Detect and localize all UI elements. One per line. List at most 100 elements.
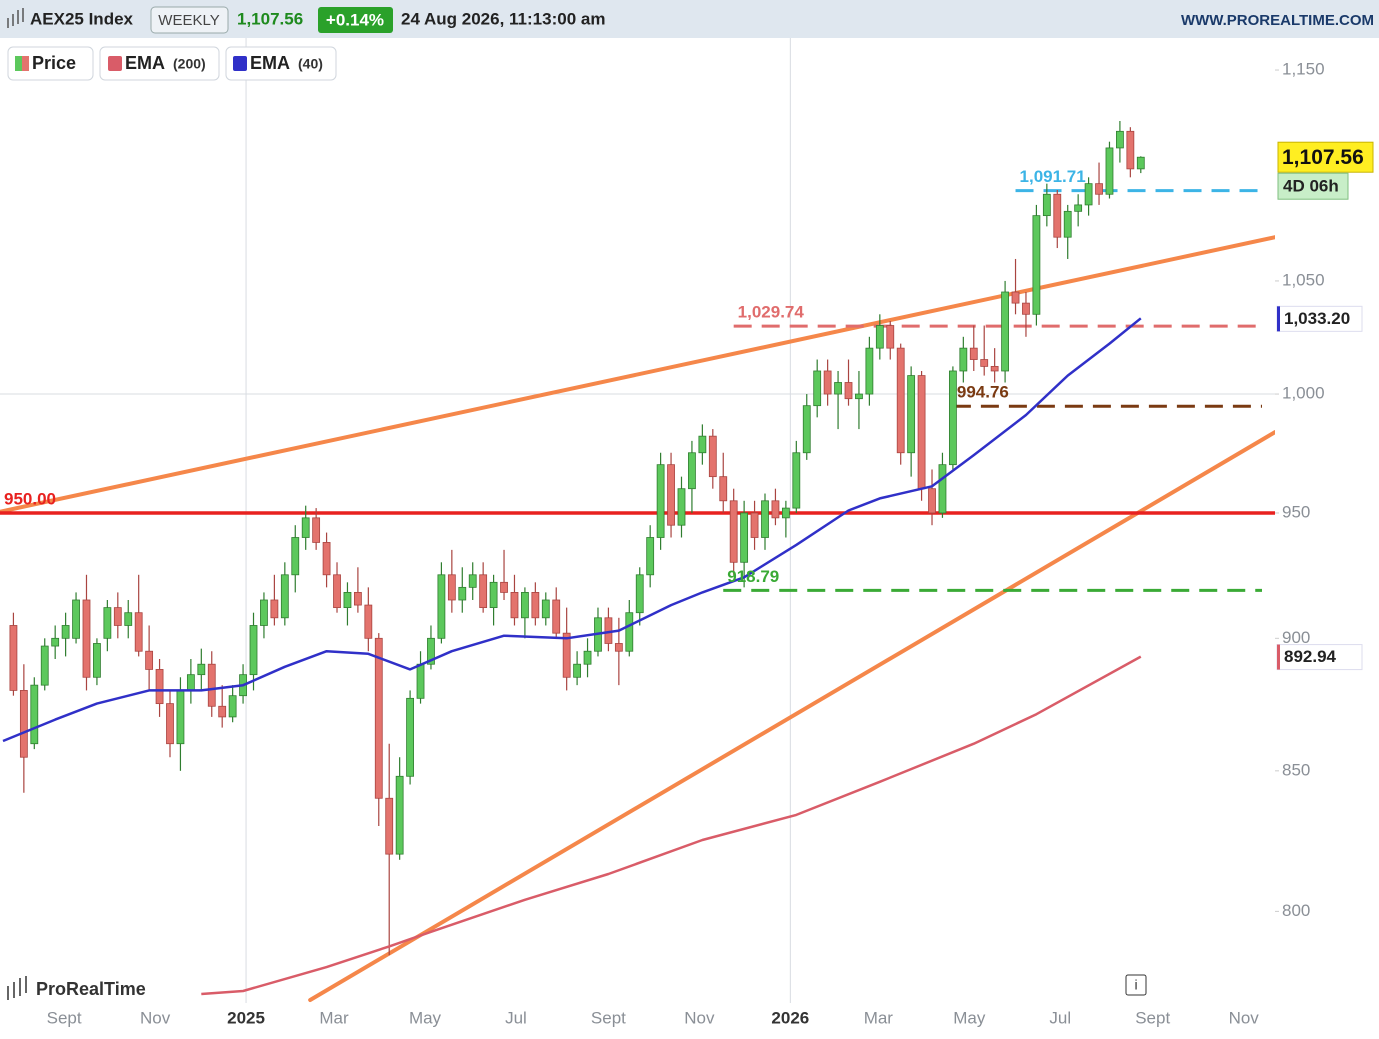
- candle-body: [249, 625, 258, 676]
- last-price-label: 1,107.56: [1282, 146, 1364, 169]
- ema-badge-label: 892.94: [1284, 647, 1337, 666]
- candle-body: [562, 632, 571, 678]
- candle-body: [1011, 291, 1020, 304]
- candle-body: [343, 592, 352, 609]
- candle-body: [333, 574, 341, 609]
- level-label: 1,091.71: [1020, 167, 1086, 186]
- datetime: 24 Aug 2026, 11:13:00 am: [401, 9, 605, 28]
- ema-badge-edge: [1277, 306, 1280, 332]
- candle-body: [1032, 215, 1041, 315]
- x-tick-label: May: [409, 1008, 442, 1027]
- candle-body: [614, 643, 623, 652]
- candle-body: [834, 382, 842, 395]
- candle-body: [479, 574, 488, 609]
- legend-label: EMA: [250, 53, 290, 73]
- candle-body: [886, 325, 895, 349]
- candle-body: [813, 370, 822, 407]
- candle-body: [646, 537, 655, 576]
- candle-body: [134, 612, 143, 652]
- candle-body: [521, 592, 529, 619]
- candle-body: [1116, 130, 1124, 149]
- candle-body: [40, 645, 49, 686]
- legend-item-box[interactable]: [7, 46, 94, 81]
- candle-body: [406, 697, 414, 777]
- candle-body: [19, 690, 28, 758]
- legend-item-box[interactable]: [99, 46, 220, 81]
- candle-body: [124, 612, 133, 626]
- candle-body: [9, 625, 18, 691]
- candle-body: [740, 512, 749, 563]
- candle-body: [291, 537, 300, 576]
- candle-body: [656, 464, 665, 538]
- source: WWW.PROREALTIME.COM: [1181, 12, 1374, 29]
- change: +0.14%: [326, 10, 384, 29]
- candle-body: [948, 370, 957, 466]
- candle-body: [625, 612, 634, 652]
- candle-body: [1063, 210, 1072, 238]
- y-tick-label: 1,000: [1282, 384, 1325, 403]
- candle-body: [1105, 147, 1114, 195]
- candle-body: [312, 517, 321, 543]
- candle-body: [896, 347, 905, 454]
- candle-body: [301, 517, 310, 538]
- x-tick-label: Nov: [1229, 1008, 1260, 1027]
- x-tick-label: May: [953, 1008, 986, 1027]
- x-tick-label: Sept: [591, 1008, 626, 1027]
- ema-badge-label: 1,033.20: [1284, 309, 1350, 328]
- legend-label: Price: [32, 53, 76, 73]
- candle-body: [667, 464, 675, 526]
- candle-body: [875, 325, 884, 349]
- x-tick-label: Nov: [140, 1008, 171, 1027]
- candle-body: [729, 500, 738, 563]
- candle-body: [1053, 193, 1062, 238]
- y-tick-label: 1,150: [1282, 60, 1325, 79]
- legend-period: (200): [173, 56, 206, 72]
- y-tick-label: 1,050: [1282, 270, 1325, 289]
- candle-body: [573, 663, 582, 678]
- ema-badge-edge: [1277, 644, 1280, 670]
- candle-body: [280, 574, 289, 619]
- timeframe: WEEKLY: [158, 12, 219, 29]
- candle-body: [489, 581, 498, 609]
- candle-body: [30, 684, 39, 745]
- x-tick-label: 2025: [227, 1008, 265, 1027]
- y-tick-label: 800: [1282, 901, 1310, 920]
- candle-body: [844, 382, 853, 400]
- candle-body: [93, 643, 101, 678]
- candle-body: [635, 574, 644, 614]
- candle-body: [374, 637, 383, 799]
- candle-body: [458, 586, 467, 601]
- candle-body: [364, 604, 373, 639]
- candle-body: [72, 599, 80, 639]
- candle-body: [322, 542, 331, 576]
- y-tick-label: 900: [1282, 628, 1310, 647]
- candle-body: [917, 375, 926, 490]
- candle-body: [447, 574, 456, 601]
- brand-icon: [7, 976, 27, 1000]
- countdown-label: 4D 06h: [1283, 177, 1339, 196]
- candle-body: [1084, 183, 1093, 206]
- candle-body: [761, 500, 769, 538]
- candle-body: [708, 435, 717, 478]
- brand: ProRealTime: [36, 979, 146, 999]
- info-button[interactable]: [1125, 974, 1147, 996]
- legend-period: (40): [298, 56, 323, 72]
- trendline: [308, 430, 1275, 1002]
- y-tick-label: 950: [1282, 502, 1310, 521]
- candle-body: [969, 347, 978, 360]
- candle-body: [1136, 156, 1145, 170]
- legend-item-box[interactable]: [225, 46, 337, 81]
- candle-body: [907, 375, 916, 454]
- candle-body: [385, 797, 394, 855]
- candle-body: [823, 370, 832, 395]
- x-tick-label: Jul: [1049, 1008, 1071, 1027]
- x-tick-label: Mar: [864, 1008, 894, 1027]
- candle-body: [510, 592, 519, 619]
- timeframe-box[interactable]: [150, 6, 229, 34]
- trendline: [0, 235, 1275, 514]
- candle-body: [228, 695, 237, 718]
- plot-area: [0, 38, 1275, 1003]
- candle-body: [1042, 193, 1051, 217]
- countdown-badge: [1277, 172, 1349, 200]
